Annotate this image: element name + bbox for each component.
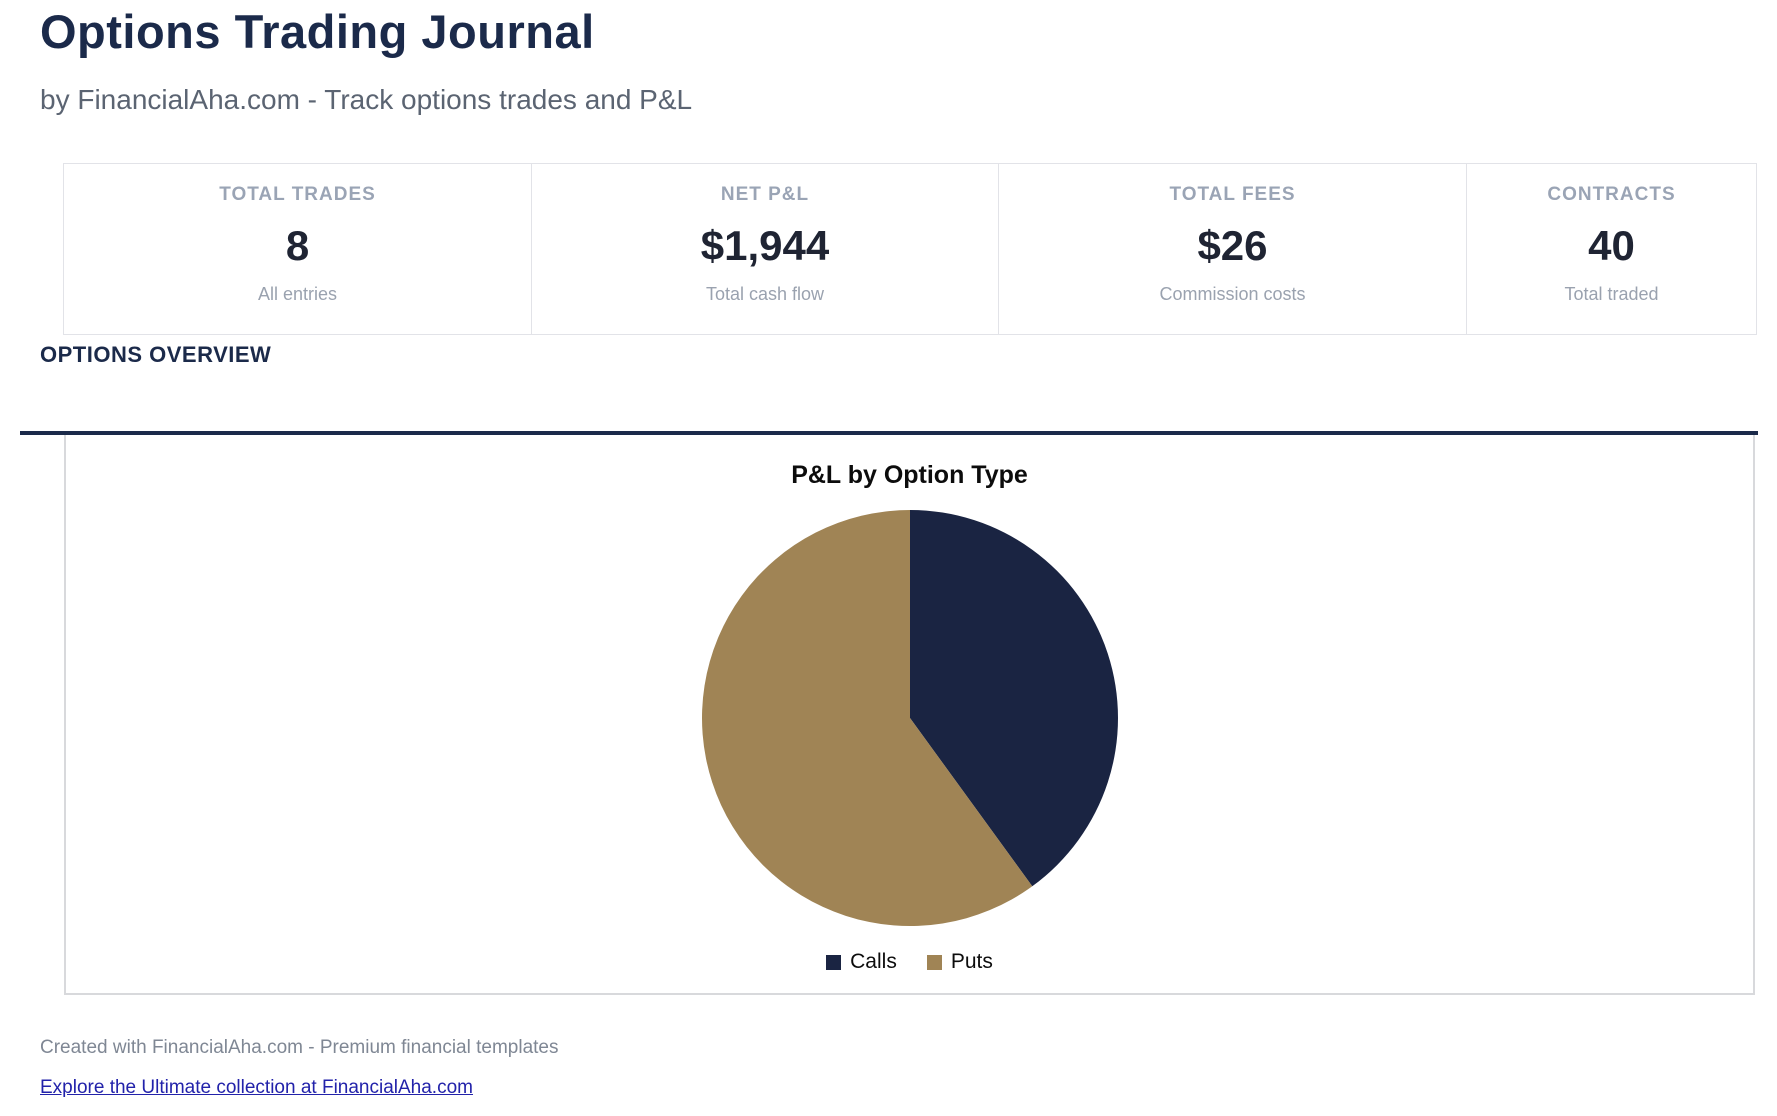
stat-value: 8	[285, 222, 310, 269]
chart-legend: Calls Puts	[66, 950, 1753, 974]
stat-card-total-trades: TOTAL TRADES 8 All entries	[64, 164, 531, 334]
legend-label-calls: Calls	[850, 950, 897, 973]
section-heading: OPTIONS OVERVIEW	[40, 342, 272, 367]
stat-label: TOTAL TRADES	[219, 184, 376, 205]
page-title: Options Trading Journal	[40, 5, 595, 58]
stat-sublabel: All entries	[257, 284, 338, 304]
stat-value: $26	[1197, 222, 1268, 269]
stat-label: CONTRACTS	[1547, 184, 1676, 205]
legend-label-puts: Puts	[950, 950, 993, 973]
section-rule	[20, 431, 1758, 435]
stat-sublabel: Total cash flow	[705, 284, 825, 304]
page-subtitle: by FinancialAha.com - Track options trad…	[40, 84, 693, 115]
footer-link[interactable]: Explore the Ultimate collection at Finan…	[40, 1077, 473, 1098]
stat-value: $1,944	[700, 222, 830, 269]
legend-swatch-calls	[826, 954, 842, 970]
stat-card-contracts: CONTRACTS 40 Total traded	[1466, 164, 1756, 334]
footer-credit: Created with FinancialAha.com - Premium …	[40, 1037, 559, 1058]
legend-item-puts: Puts	[926, 950, 993, 974]
stat-card-total-fees: TOTAL FEES $26 Commission costs	[998, 164, 1466, 334]
pie-slice-calls	[909, 510, 1118, 887]
stat-sublabel: Total traded	[1564, 284, 1659, 304]
stat-label: NET P&L	[720, 184, 810, 205]
pie-slice-puts	[701, 510, 1032, 926]
stats-row: TOTAL TRADES 8 All entries NET P&L $1,94…	[63, 163, 1757, 335]
stat-sublabel: Commission costs	[1159, 284, 1306, 304]
chart-title: P&L by Option Type	[791, 461, 1028, 489]
stat-card-net-pl: NET P&L $1,944 Total cash flow	[531, 164, 998, 334]
legend-swatch-puts	[926, 954, 942, 970]
stat-label: TOTAL FEES	[1169, 184, 1296, 205]
chart-panel: P&L by Option Type Calls Puts	[64, 435, 1755, 995]
pie-chart	[701, 510, 1118, 926]
stat-value: 40	[1588, 222, 1635, 269]
legend-item-calls: Calls	[826, 950, 897, 974]
